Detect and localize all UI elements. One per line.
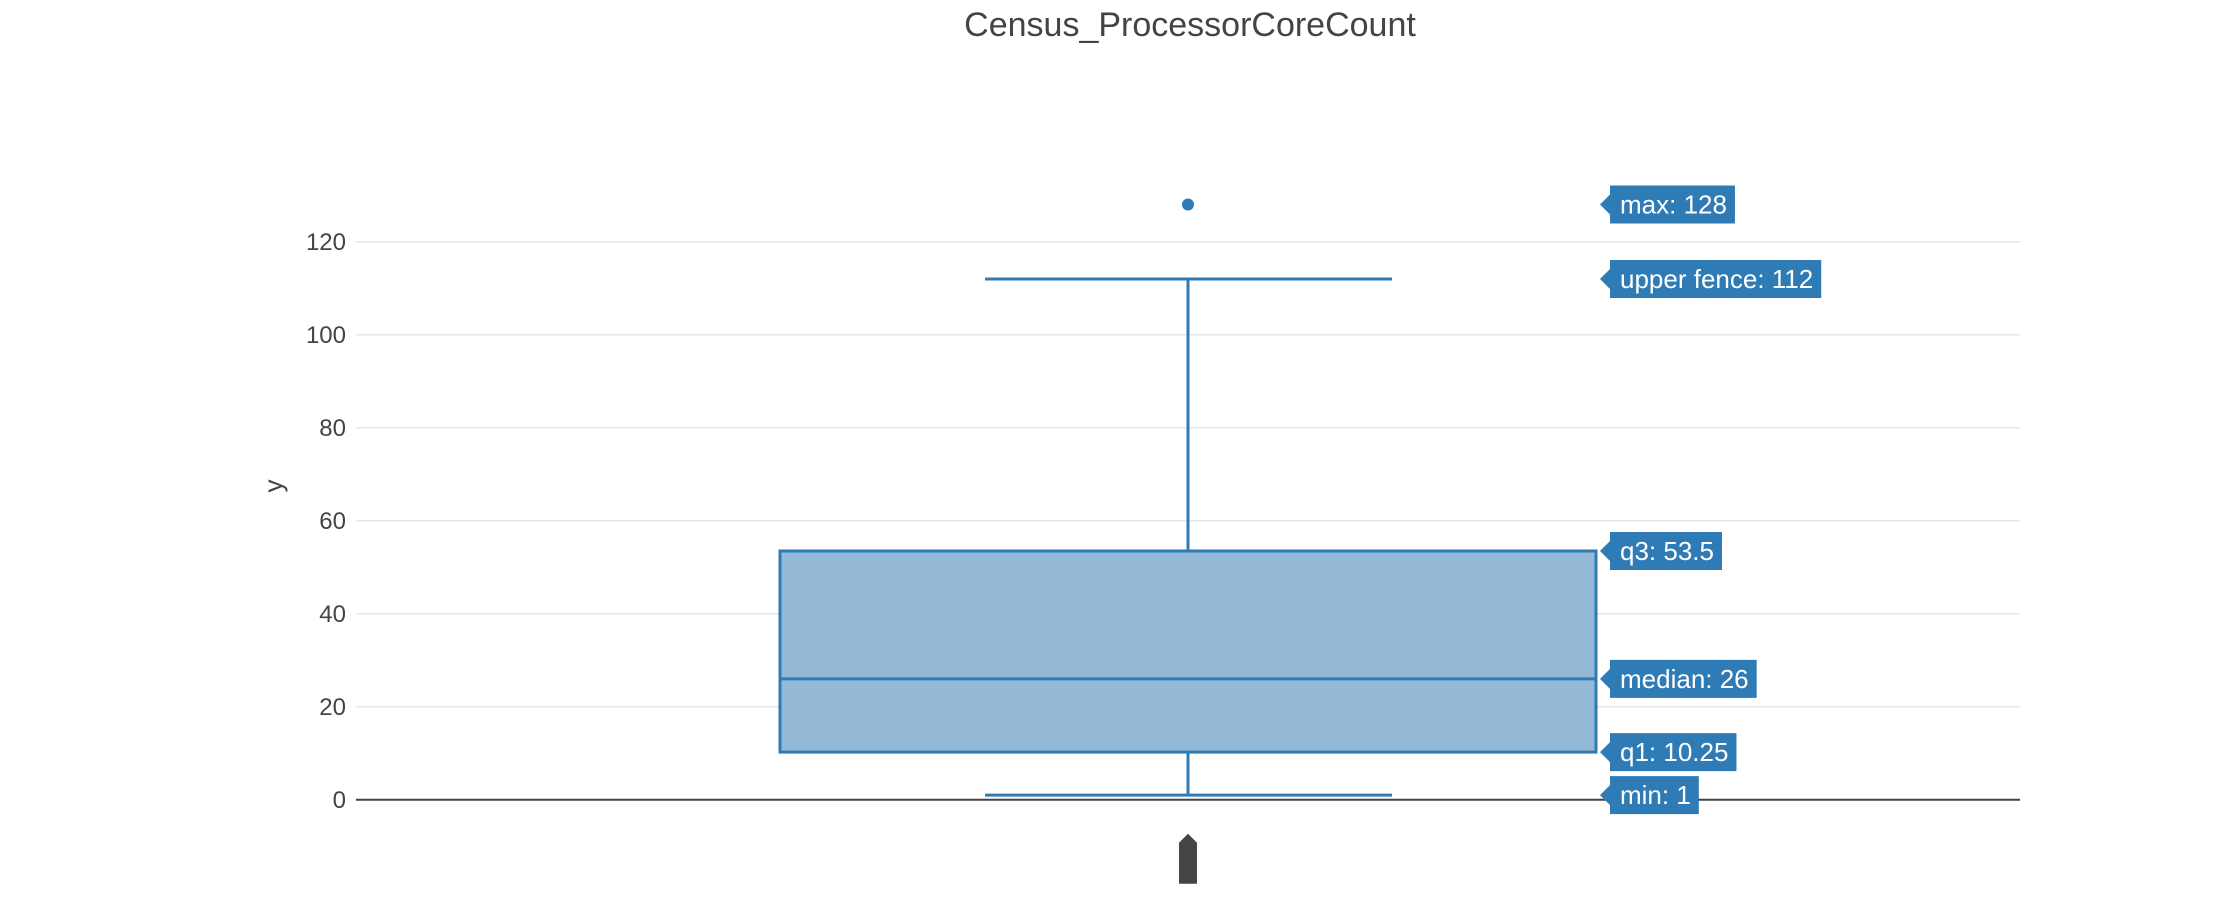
hover-label-q3: q3: 53.5 bbox=[1600, 531, 1722, 570]
outlier-point[interactable] bbox=[1182, 198, 1194, 211]
chart-title: Census_ProcessorCoreCount bbox=[964, 6, 1416, 44]
hover-label-flag bbox=[1600, 659, 1757, 698]
hover-label-median: median: 26 bbox=[1600, 659, 1757, 698]
y-tick-label: 60 bbox=[319, 508, 346, 535]
hover-label-text: max: 128 bbox=[1620, 190, 1727, 220]
hover-label-flag bbox=[1600, 259, 1822, 298]
hover-label-text: upper fence: 112 bbox=[1620, 264, 1813, 294]
hover-label-max: max: 128 bbox=[1600, 185, 1735, 224]
box-body[interactable] bbox=[778, 549, 1598, 754]
hover-label-flag bbox=[1600, 185, 1735, 224]
y-tick-label: 100 bbox=[306, 322, 346, 349]
hover-label-flag bbox=[1600, 531, 1722, 570]
axis-layer: 0 20 40 60 80 100 120 bbox=[306, 229, 2020, 884]
hover-label-text: q1: 10.25 bbox=[1620, 737, 1728, 767]
hover-label-flag bbox=[1600, 776, 1699, 815]
hover-label-text: min: 1 bbox=[1620, 780, 1691, 810]
y-tick-label: 120 bbox=[306, 229, 346, 256]
hover-label-layer: max: 128 upper fence: 112 q3: 53.5 median: … bbox=[1600, 185, 1822, 815]
hover-label-flag bbox=[1600, 733, 1737, 772]
y-tick-label: 40 bbox=[319, 601, 346, 628]
hover-label-text: median: 26 bbox=[1620, 664, 1749, 694]
box-layer[interactable] bbox=[778, 198, 1598, 797]
hover-label-upper-fence: upper fence: 112 bbox=[1600, 259, 1822, 298]
y-axis-title: y bbox=[258, 480, 288, 493]
hover-label-min: min: 1 bbox=[1600, 776, 1699, 815]
hover-label-q1: q1: 10.25 bbox=[1600, 733, 1737, 772]
hover-label-text: q3: 53.5 bbox=[1620, 536, 1714, 566]
y-tick-label: 20 bbox=[319, 694, 346, 721]
y-tick-label: 0 bbox=[333, 787, 346, 814]
x-hover-marker bbox=[1179, 833, 1197, 884]
y-tick-label: 80 bbox=[319, 415, 346, 442]
